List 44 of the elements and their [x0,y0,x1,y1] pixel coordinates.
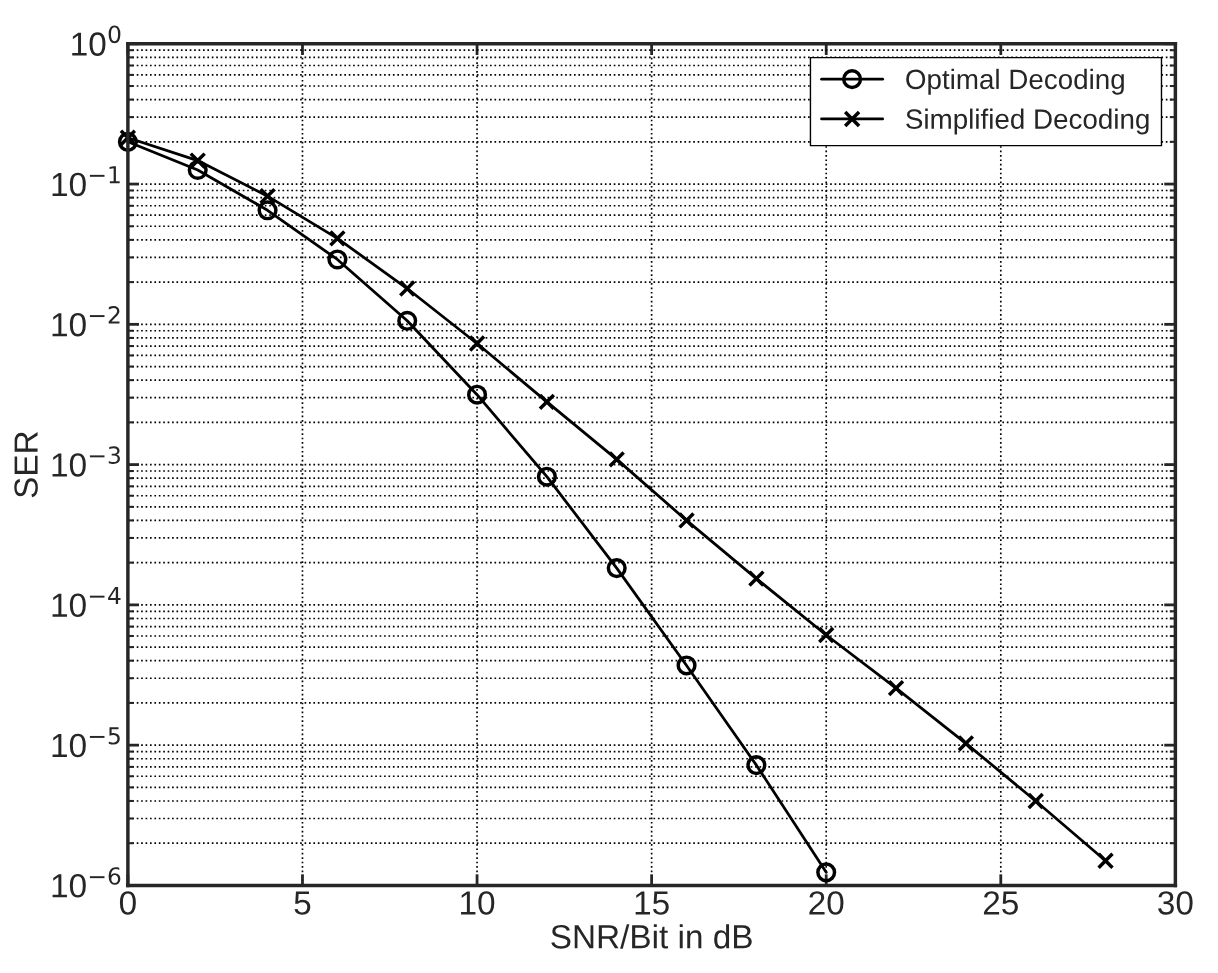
point [117,131,138,152]
y-tick-label: 10$^{−3}$ [52,446,120,477]
x-tick-label: 5 [294,891,311,915]
x-tick-label: 25 [983,891,1018,915]
point [398,279,416,298]
x-tick-label: 0 [119,891,136,915]
x-tick-label: 20 [809,891,844,915]
y-axis-title: SER [14,431,38,498]
y-tick-label: 10$^{−5}$ [52,727,120,758]
point [536,466,557,487]
point [816,862,837,883]
y-tick-label: 10$^{0}$ [72,25,121,56]
y-tick-label: 10$^{−2}$ [52,306,120,337]
legend-label: Optimal Decoding [906,68,1124,95]
point [676,655,697,676]
point [258,187,277,205]
point [538,393,556,411]
point [189,151,207,170]
point [257,200,278,221]
x-tick-label: 30 [1158,891,1193,915]
x-tick-label: 10 [461,891,495,915]
point [957,734,975,753]
x-tick-label: 15 [635,891,669,915]
point [327,249,348,270]
point [187,159,208,181]
point [608,450,626,469]
y-tick-label: 10$^{−6}$ [52,867,121,898]
point [466,384,488,405]
point [606,557,627,579]
point [677,511,696,530]
y-tick-label: 10$^{−1}$ [52,166,120,197]
point [1027,792,1045,810]
y-tick-label: 10$^{−4}$ [52,586,121,618]
point [328,229,347,248]
x-axis-title: SNR/Bit in dB [551,924,752,949]
point [1096,852,1115,870]
point [817,626,835,644]
point [397,310,418,331]
point [746,755,767,776]
legend-label: Simplified Decoding [906,108,1149,135]
point [747,569,766,588]
point [119,129,137,147]
point [887,679,905,697]
point [468,334,486,353]
